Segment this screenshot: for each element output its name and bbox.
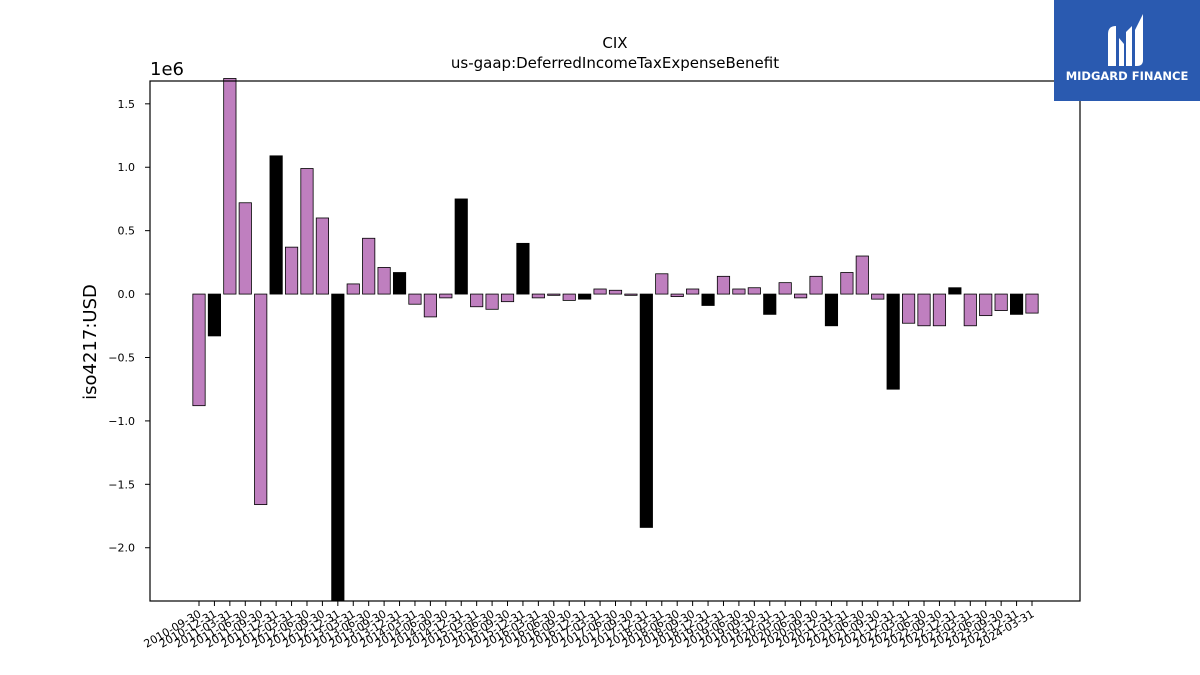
y-tick-label: 1.5 xyxy=(118,98,136,111)
y-tick-label: −0.5 xyxy=(108,351,135,364)
y-axis-offset-label: 1e6 xyxy=(150,59,184,80)
bar xyxy=(670,293,684,298)
bar xyxy=(315,217,329,295)
y-tick-label: −2.0 xyxy=(108,542,135,555)
bar xyxy=(902,293,916,324)
bar xyxy=(254,293,268,506)
bar xyxy=(794,293,808,299)
bar xyxy=(840,272,854,295)
bar xyxy=(932,293,947,327)
bar xyxy=(686,288,700,295)
midgard-finance-logo: MIDGARD FINANCE xyxy=(1054,0,1200,101)
y-tick-label: 0.5 xyxy=(118,225,136,238)
bar xyxy=(608,289,623,295)
logo-text: MIDGARD FINANCE xyxy=(1065,69,1189,83)
y-axis-ticks: −2.0 −1.5 −1.0 −0.5 0.0 0.5 1.0 1.5 xyxy=(108,98,150,555)
bar xyxy=(470,293,484,308)
bar xyxy=(331,293,345,602)
y-tick-label: −1.5 xyxy=(108,478,135,491)
bar xyxy=(994,293,1008,311)
bar xyxy=(423,293,437,318)
x-axis-ticks: 2010-09-302010-12-312011-03-312011-06-30… xyxy=(142,601,1037,651)
bar xyxy=(979,293,993,317)
bar xyxy=(485,293,499,310)
bar xyxy=(701,293,715,306)
chart-subtitle: us-gaap:DeferredIncomeTaxExpenseBenefit xyxy=(451,54,779,72)
bar xyxy=(763,293,777,315)
bar xyxy=(192,293,206,407)
bar xyxy=(778,282,792,295)
bar xyxy=(716,275,731,295)
bar xyxy=(963,293,977,327)
bar xyxy=(392,272,407,295)
y-tick-label: −1.0 xyxy=(108,415,135,428)
bar xyxy=(824,293,839,327)
bar xyxy=(377,267,391,295)
bar xyxy=(948,287,962,295)
bar xyxy=(362,237,376,295)
bar xyxy=(346,283,360,295)
bar xyxy=(917,293,931,327)
bar xyxy=(223,78,237,295)
bar xyxy=(531,293,545,299)
bar xyxy=(439,293,453,299)
bar xyxy=(238,202,252,295)
bar xyxy=(500,293,515,303)
bar xyxy=(300,168,314,295)
bar xyxy=(855,255,869,295)
bar xyxy=(578,293,592,300)
bar xyxy=(454,198,468,295)
bar xyxy=(809,275,823,295)
bar xyxy=(516,242,530,295)
bar xyxy=(547,293,561,296)
plot-frame xyxy=(149,80,1081,602)
bar xyxy=(732,288,746,295)
bar xyxy=(624,293,638,296)
bar xyxy=(639,293,653,528)
bar xyxy=(886,293,900,390)
bar xyxy=(593,288,607,295)
bar xyxy=(1010,293,1024,315)
bar xyxy=(269,155,283,295)
bars xyxy=(192,78,1039,602)
bar xyxy=(207,293,221,337)
y-tick-label: 0.0 xyxy=(118,288,136,301)
y-axis-label: iso4217:USD xyxy=(80,284,101,400)
bar xyxy=(562,293,576,301)
bar xyxy=(871,293,885,300)
chart-title: CIX xyxy=(602,34,627,52)
bar xyxy=(284,246,299,295)
y-tick-label: 1.0 xyxy=(118,161,136,174)
bar xyxy=(408,293,422,305)
midgard-logo-icon xyxy=(1108,14,1143,66)
bar xyxy=(655,273,669,295)
bar xyxy=(747,287,761,295)
bar xyxy=(1025,293,1039,314)
